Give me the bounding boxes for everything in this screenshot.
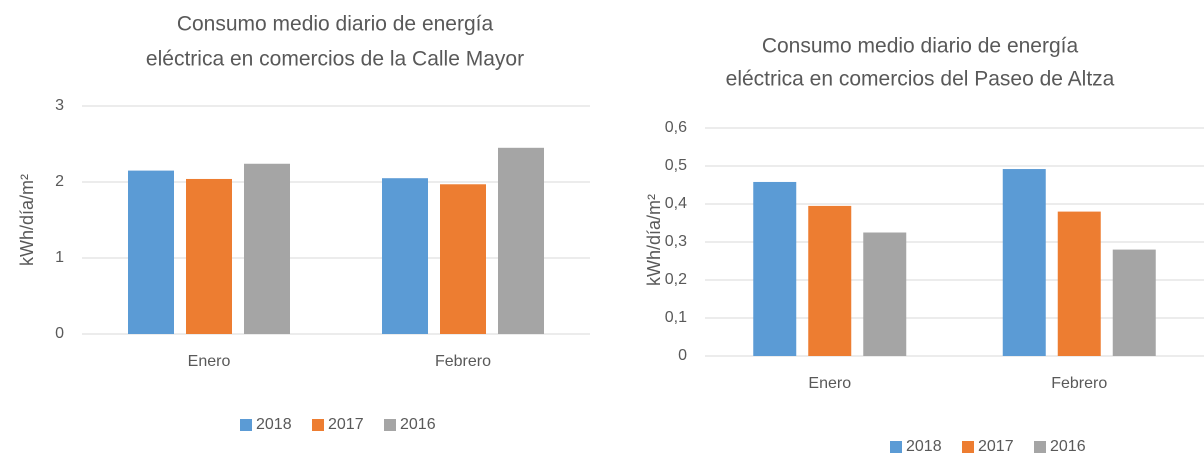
- y-tick-label: 0,6: [665, 119, 687, 136]
- x-tick-label: Febrero: [435, 353, 491, 370]
- legend-swatch: [1034, 441, 1046, 453]
- chart-title: Consumo medio diario de energía: [177, 13, 494, 36]
- bar: [440, 184, 486, 334]
- y-tick-label: 0,5: [665, 157, 687, 174]
- y-tick-label: 3: [55, 97, 64, 114]
- legend-label: 2018: [906, 438, 942, 455]
- legend-label: 2016: [400, 416, 436, 433]
- legend-label: 2016: [1050, 438, 1086, 455]
- legend-swatch: [962, 441, 974, 453]
- legend-label: 2017: [328, 416, 364, 433]
- bar: [1002, 169, 1046, 356]
- legend-swatch: [384, 419, 396, 431]
- y-tick-label: 0,4: [665, 195, 687, 212]
- bar: [382, 178, 428, 334]
- legend-label: 2017: [978, 438, 1014, 455]
- bar: [244, 163, 290, 334]
- bar: [186, 178, 232, 334]
- bar: [128, 170, 174, 334]
- bar: [808, 205, 852, 356]
- x-tick-label: Enero: [808, 375, 851, 392]
- chart-title: eléctrica en comercios de la Calle Mayor: [146, 48, 524, 71]
- y-axis-label: kWh/día/m²: [17, 174, 37, 266]
- legend-swatch: [312, 419, 324, 431]
- y-tick-label: 0: [55, 325, 64, 342]
- bar: [753, 181, 797, 356]
- bar: [498, 147, 544, 334]
- legend-swatch: [890, 441, 902, 453]
- y-tick-label: 0,2: [665, 271, 687, 288]
- bar: [1057, 211, 1101, 356]
- x-tick-label: Febrero: [1051, 375, 1107, 392]
- legend-swatch: [240, 419, 252, 431]
- chart-title: Consumo medio diario de energía: [762, 35, 1079, 58]
- bar: [863, 232, 907, 356]
- chart-title: eléctrica en comercios del Paseo de Altz…: [726, 68, 1115, 91]
- y-axis-label: kWh/día/m²: [644, 194, 664, 286]
- y-tick-label: 0,1: [665, 309, 687, 326]
- legend-label: 2018: [256, 416, 292, 433]
- x-tick-label: Enero: [188, 353, 231, 370]
- y-tick-label: 2: [55, 173, 64, 190]
- y-tick-label: 0,3: [665, 233, 687, 250]
- y-tick-label: 0: [678, 347, 687, 364]
- y-tick-label: 1: [55, 249, 64, 266]
- bar: [1112, 249, 1156, 356]
